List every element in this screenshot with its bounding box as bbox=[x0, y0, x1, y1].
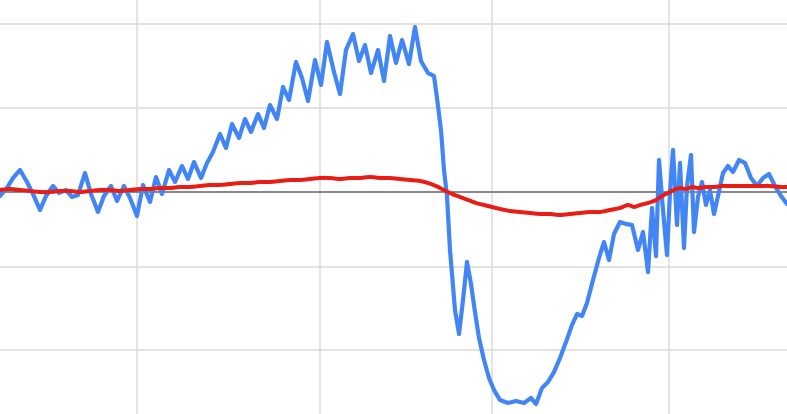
series-red-line bbox=[0, 175, 787, 217]
gridlines-horizontal bbox=[0, 23, 787, 351]
series-layer bbox=[0, 24, 787, 407]
series-blue-line bbox=[0, 24, 787, 407]
